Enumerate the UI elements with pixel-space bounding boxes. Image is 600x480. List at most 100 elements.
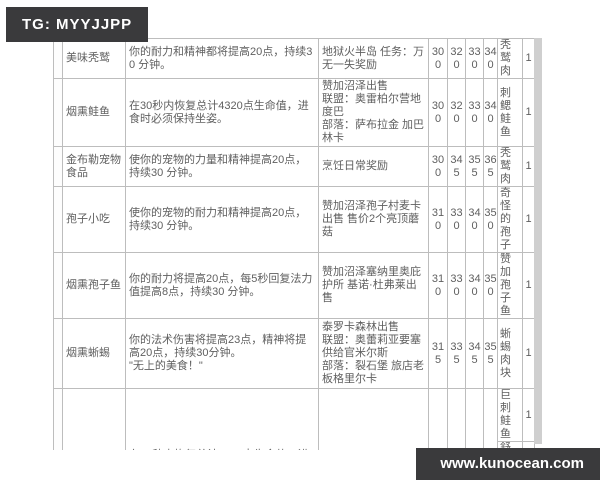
recipe-table: 美味秃鹫 你的耐力和精神都将提高20点，持续30 分钟。 地狱火半岛 任务：万无一失… (53, 38, 535, 450)
skill-level-cell: 330 (465, 38, 484, 79)
skill-level-cell: 345 (465, 388, 484, 450)
skill-level-cell: 335 (447, 318, 466, 389)
table-row: 金布勒宠物食品 使你的宠物的力量和精神提高20点，持续30 分钟。 烹饪日常奖励 30… (53, 146, 535, 187)
watermark-badge: www.kunocean.com (416, 448, 600, 480)
recipe-name-cell: 美味秃鹫 (62, 38, 126, 79)
source-line: 部落：裂石堡 旅店老板格里尔卡 (322, 360, 425, 385)
source-line: 地狱火半岛 任务：万无一失奖励 (322, 45, 425, 71)
left-cut-cell (53, 146, 63, 187)
recipe-name-cell: 炖鲑鱼 (62, 388, 126, 450)
skill-level-cell: 355 (483, 318, 498, 389)
material-cell: 秃鹫肉 (497, 146, 523, 187)
skill-level-cell: 310 (428, 186, 448, 253)
material-cell: 蜥蜴肉块 (497, 318, 523, 389)
left-cut-cell (53, 252, 63, 319)
skill-level-cell: 330 (465, 78, 484, 147)
recipe-name-cell: 烟熏蜥蜴 (62, 318, 126, 389)
skill-level-cell: 300 (428, 146, 448, 187)
source-line: 赞加沼泽出售 (322, 80, 388, 92)
effect-line: 在30秒内恢复总计4320点生命值，进食时必须保持坐姿。 (129, 99, 309, 125)
table-row: 炖鲑鱼在30秒内恢复总计7500点生命值，进食时必须保持坐姿。沙塔斯 凯蕾妮传授… (53, 388, 535, 450)
source-line: 泰罗卡森林出售 (322, 321, 399, 333)
effect-cell: 使你的宠物的耐力和精神提高20点，持续30 分钟。 (125, 186, 319, 253)
source-cell: 地狱火半岛 任务：万无一失奖励 (318, 38, 429, 79)
source-line: 联盟：奥蕾莉亚要塞 供给官米尔斯 (322, 334, 421, 359)
effect-line: 在30秒内恢复总计7500点生命值，进食时必须保持坐姿。 (129, 449, 315, 451)
skill-level-cell: 310 (428, 252, 448, 319)
material-qty-cell: 1 (522, 441, 535, 450)
skill-level-cell: 355 (483, 388, 498, 450)
left-cut-cell (53, 388, 63, 450)
left-cut-cell (53, 78, 63, 147)
skill-level-cell: 340 (465, 252, 484, 319)
effect-cell: 你的耐力和精神都将提高20点，持续30 分钟。 (125, 38, 319, 79)
left-cut-cell (53, 186, 63, 253)
material-qty-cell: 1 (522, 38, 535, 79)
recipe-name-cell: 孢子小吃 (62, 186, 126, 253)
material-cell: 巨刺鲑鱼 (497, 388, 523, 442)
table-row: 舒心草1 (54, 441, 535, 450)
recipe-name-cell: 金布勒宠物食品 (62, 146, 126, 187)
left-cut-cell (53, 38, 63, 79)
effect-line: 使你的宠物的耐力和精神提高20点，持续30 分钟。 (129, 206, 307, 232)
effect-cell: 使你的宠物的力量和精神提高20点，持续30 分钟。 (125, 146, 319, 187)
skill-level-cell: 340 (483, 38, 498, 79)
skill-level-cell: 330 (447, 252, 466, 319)
effect-line: "无上的美食！" (129, 360, 203, 372)
effect-cell: 在30秒内恢复总计7500点生命值，进食时必须保持坐姿。 (125, 388, 319, 451)
skill-level-cell: 340 (483, 78, 498, 147)
recipe-table-region: 美味秃鹫 你的耐力和精神都将提高20点，持续30 分钟。 地狱火半岛 任务：万无一失… (53, 38, 543, 450)
skill-level-cell: 315 (428, 318, 448, 389)
skill-level-cell: 320 (428, 388, 448, 450)
skill-level-cell: 340 (465, 186, 484, 253)
skill-level-cell: 350 (483, 186, 498, 253)
source-line: 烹饪日常奖励 (322, 160, 388, 172)
material-cell: 奇怪的孢子 (497, 186, 523, 253)
source-cell: 赞加沼泽塞纳里奥庇护所 基诺·杜弗莱出售 (318, 252, 429, 319)
material-qty-cell: 1 (522, 252, 535, 319)
material-qty-cell: 1 (522, 318, 535, 389)
source-line: 赞加沼泽塞纳里奥庇护所 基诺·杜弗莱出售 (322, 266, 421, 304)
material-qty-cell: 1 (522, 186, 535, 253)
material-cell: 赞加孢子鱼 (497, 252, 523, 319)
table-row: 烟熏鲑鱼 在30秒内恢复总计4320点生命值，进食时必须保持坐姿。 赞加沼泽出售 联盟… (53, 78, 535, 147)
skill-level-cell: 330 (447, 186, 466, 253)
source-cell: 赞加沼泽出售 联盟：奥雷柏尔营地 度巴 部落：萨布拉金 加巴林卡 (318, 78, 429, 147)
source-line: 赞加沼泽孢子村麦卡 出售 售价2个亮顶蘑菇 (322, 200, 421, 238)
effect-cell: 你的耐力将提高20点，每5秒回复法力值提高8点，持续30 分钟。 (125, 252, 319, 319)
material-qty-cell: 1 (522, 388, 535, 442)
effect-line: 你的耐力和精神都将提高20点，持续30 分钟。 (129, 45, 313, 71)
table-edge-strip (534, 38, 542, 444)
material-qty-cell: 1 (522, 78, 535, 147)
source-cell: 沙塔斯 凯蕾妮传授 (318, 388, 429, 450)
material-cell: 刺鳃鲑鱼 (497, 78, 523, 147)
skill-level-cell: 345 (447, 146, 466, 187)
skill-level-cell: 345 (465, 318, 484, 389)
skill-level-cell: 335 (447, 388, 466, 450)
skill-level-cell: 365 (483, 146, 498, 187)
source-cell: 泰罗卡森林出售 联盟：奥蕾莉亚要塞 供给官米尔斯 部落：裂石堡 旅店老板格里尔卡 (318, 318, 429, 389)
effect-line: 使你的宠物的力量和精神提高20点，持续30 分钟。 (129, 153, 307, 179)
effect-cell: 你的法术伤害将提高23点，精神将提高20点，持续30分钟。 "无上的美食！" (125, 318, 319, 389)
skill-level-cell: 350 (483, 252, 498, 319)
skill-level-cell: 300 (428, 38, 448, 79)
table-row: 孢子小吃 使你的宠物的耐力和精神提高20点，持续30 分钟。 赞加沼泽孢子村麦卡 出… (53, 186, 535, 253)
source-line: 部落：萨布拉金 加巴林卡 (322, 119, 425, 144)
table-row: 美味秃鹫 你的耐力和精神都将提高20点，持续30 分钟。 地狱火半岛 任务：万无一失… (53, 38, 535, 79)
recipe-name-cell: 烟熏鲑鱼 (62, 78, 126, 147)
source-cell: 赞加沼泽孢子村麦卡 出售 售价2个亮顶蘑菇 (318, 186, 429, 253)
tg-contact-badge: TG: MYYJJPP (6, 7, 149, 42)
effect-cell: 在30秒内恢复总计4320点生命值，进食时必须保持坐姿。 (125, 78, 319, 147)
skill-level-cell: 355 (465, 146, 484, 187)
table-row: 烟熏孢子鱼 你的耐力将提高20点，每5秒回复法力值提高8点，持续30 分钟。 赞加沼… (53, 252, 535, 319)
effect-line: 你的法术伤害将提高23点，精神将提高20点，持续30分钟。 (129, 334, 307, 359)
source-cell: 烹饪日常奖励 (318, 146, 429, 187)
recipe-name-cell: 烟熏孢子鱼 (62, 252, 126, 319)
effect-line: 你的耐力将提高20点，每5秒回复法力值提高8点，持续30 分钟。 (129, 272, 313, 298)
left-cut-cell (53, 318, 63, 389)
skill-level-cell: 320 (447, 38, 466, 79)
material-cell: 秃鹫肉 (497, 38, 523, 79)
skill-level-cell: 300 (428, 78, 448, 147)
source-line: 联盟：奥雷柏尔营地 度巴 (322, 93, 421, 118)
material-qty-cell: 1 (522, 146, 535, 187)
